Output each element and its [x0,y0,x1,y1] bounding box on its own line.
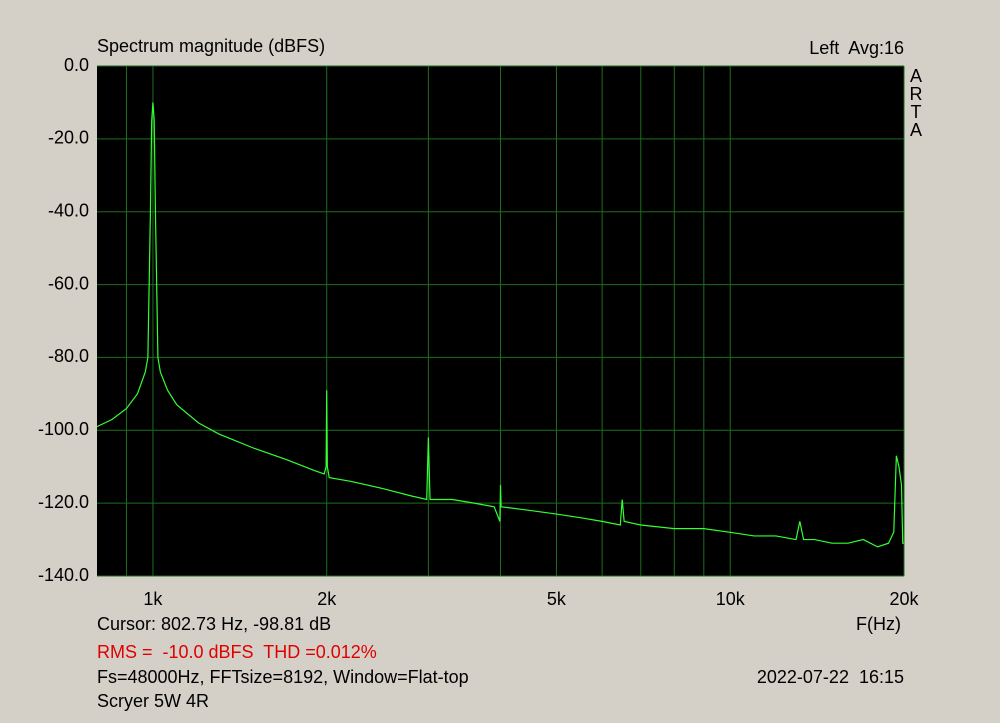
chart-title: Spectrum magnitude (dBFS) [97,36,325,56]
x-tick-label: 1k [143,589,163,609]
cursor-readout: Cursor: 802.73 Hz, -98.81 dB [97,614,331,634]
y-tick-label: -20.0 [48,128,89,148]
device-label: Scryer 5W 4R [97,691,209,711]
y-tick-label: -60.0 [48,273,89,293]
side-label-box: ARTA [906,66,926,138]
y-tick-label: 0.0 [64,55,89,75]
x-tick-label: 20k [889,589,919,609]
x-tick-label: 5k [547,589,567,609]
x-tick-label: 10k [716,589,746,609]
spectrum-line [96,102,904,548]
side-label: ARTA [906,66,926,138]
y-tick-label: -40.0 [48,200,89,220]
x-axis-label: F(Hz) [856,614,901,634]
channel-label: Left Avg:16 [809,38,904,58]
y-tick-label: -100.0 [38,419,89,439]
y-tick-label: -80.0 [48,346,89,366]
x-tick-label: 2k [317,589,337,609]
y-tick-label: -120.0 [38,492,89,512]
settings-readout: Fs=48000Hz, FFTsize=8192, Window=Flat-to… [97,667,469,687]
y-tick-label: -140.0 [38,565,89,585]
measurement-readout: RMS = -10.0 dBFS THD =0.012% [97,642,377,662]
timestamp: 2022-07-22 16:15 [757,667,904,687]
